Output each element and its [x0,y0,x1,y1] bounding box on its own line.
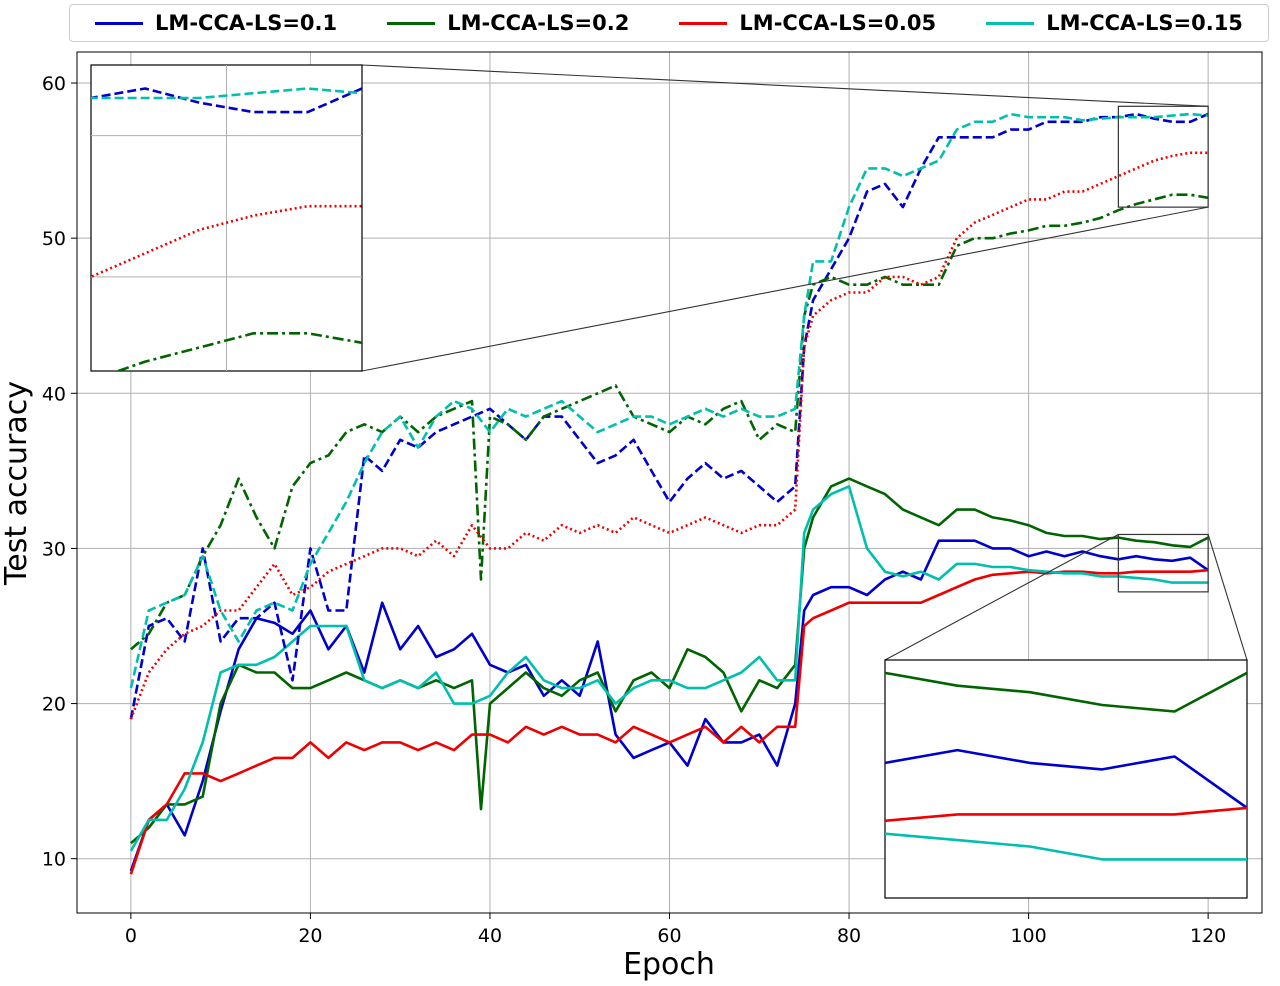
x-axis-label: Epoch [623,947,715,982]
x-tick-label: 80 [837,925,861,947]
zoom-series-line [885,671,1247,713]
x-tick-label: 60 [657,925,681,947]
x-tick-label: 120 [1190,925,1226,947]
zoom-annotations [90,64,1248,899]
zoom-connector [1207,534,1248,661]
zoom-series-line [91,87,362,114]
legend-swatch [679,21,728,25]
legend: LM-CCA-LS=0.1 LM-CCA-LS=0.2 LM-CCA-LS=0.… [69,4,1269,42]
x-tick-label: 100 [1010,925,1046,947]
series-line-solid [129,539,1209,872]
legend-label: LM-CCA-LS=0.1 [155,11,338,35]
legend-swatch [986,21,1035,25]
y-tick-label: 30 [42,538,66,560]
series-line-train [129,151,1209,720]
legend-swatch [387,21,436,25]
y-axis-label: Test accuracy [0,381,34,586]
legend-label: LM-CCA-LS=0.05 [739,11,937,35]
zoom-series-line [885,806,1247,823]
series-line-solid [130,477,1209,845]
y-tick-label: 20 [42,694,66,716]
legend-item-ls-0-15: LM-CCA-LS=0.15 [986,11,1243,35]
zoom-inset-test [884,533,1248,899]
series-line-train [130,193,1209,651]
zoom-source-box [1117,105,1209,208]
x-tick-label: 40 [478,925,502,947]
x-tick-label: 20 [298,925,322,947]
zoom-series-line [91,87,362,100]
series-line-train [129,112,1209,689]
zoom-connector [884,533,1119,661]
zoom-inset-panel [884,659,1248,899]
zoom-source-box [1117,533,1209,593]
zoom-connector [361,206,1209,372]
zoom-inset-lines [91,65,362,371]
zoom-connector [361,64,1209,107]
zoom-series-line [885,748,1247,809]
series-line-solid [129,568,1209,875]
legend-label: LM-CCA-LS=0.2 [447,11,630,35]
x-tick-label: 0 [125,925,137,947]
y-tick-label: 50 [42,228,66,250]
y-tick-label: 10 [42,849,66,871]
zoom-inset-lines [885,671,1247,861]
legend-item-ls-0-05: LM-CCA-LS=0.05 [679,11,936,35]
y-tick-label: 60 [42,73,66,95]
legend-label: LM-CCA-LS=0.15 [1046,11,1243,35]
axis-ticks: 0 20 40 60 80 100 120 10 20 30 40 50 60 [42,73,1226,947]
legend-item-ls-0-2: LM-CCA-LS=0.2 [387,11,629,35]
zoom-inset-train [90,64,1209,372]
y-tick-label: 40 [42,383,66,405]
zoom-series-line [885,832,1247,861]
series-lines [129,112,1209,875]
legend-swatch [95,21,144,25]
legend-item-ls-0-1: LM-CCA-LS=0.1 [95,11,337,35]
series-line-solid [129,485,1209,852]
